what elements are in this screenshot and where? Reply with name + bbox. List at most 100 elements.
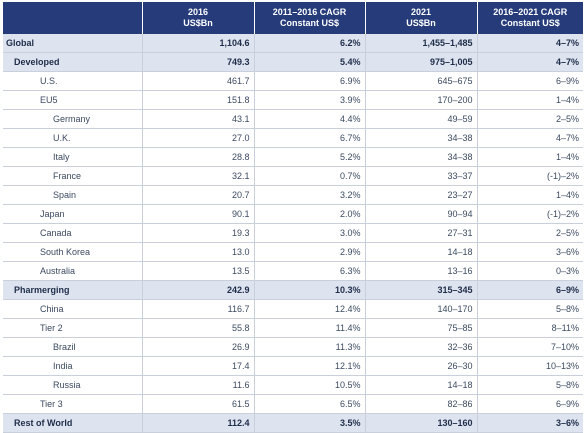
- cell-cagr-2011-2016: 6.3%: [254, 261, 366, 281]
- cell-cagr-2011-2016: 6.2%: [254, 34, 366, 53]
- cell-region: U.S.: [3, 71, 143, 91]
- cell-cagr-2011-2016: 5.2%: [254, 147, 366, 167]
- cell-cagr-2011-2016: 10.5%: [254, 375, 366, 395]
- cell-spend-2021: 75–85: [365, 318, 478, 338]
- header-line: 2021: [410, 7, 432, 17]
- table-row: Pharmerging 242.9 10.3% 315–345 6–9%: [3, 280, 583, 300]
- cell-spend-2016: 26.9: [142, 337, 255, 357]
- cell-cagr-2011-2016: 5.4%: [254, 52, 366, 72]
- cell-spend-2016: 17.4: [142, 356, 255, 376]
- cell-region: EU5: [3, 90, 143, 110]
- cell-cagr-2011-2016: 3.2%: [254, 185, 366, 205]
- cell-spend-2016: 1,104.6: [142, 34, 255, 53]
- table-row: Brazil 26.9 11.3% 32–36 7–10%: [3, 337, 583, 357]
- header-line: 2016: [187, 7, 209, 17]
- cell-cagr-2011-2016: 3.0%: [254, 223, 366, 243]
- cell-spend-2021: 140–170: [365, 299, 478, 319]
- table-row: Tier 2 55.8 11.4% 75–85 8–11%: [3, 318, 583, 338]
- cell-spend-2021: 90–94: [365, 204, 478, 224]
- cell-spend-2021: 34–38: [365, 147, 478, 167]
- cell-cagr-2011-2016: 6.5%: [254, 394, 366, 414]
- cell-cagr-2011-2016: 11.3%: [254, 337, 366, 357]
- cell-cagr-2016-2021: 5–8%: [477, 375, 583, 395]
- cell-region: Tier 2: [3, 318, 143, 338]
- cell-spend-2021: 315–345: [365, 280, 478, 300]
- table-row: Rest of World 112.4 3.5% 130–160 3–6%: [3, 413, 583, 433]
- table-row: U.S. 461.7 6.9% 645–675 6–9%: [3, 71, 583, 91]
- cell-cagr-2011-2016: 0.7%: [254, 166, 366, 186]
- cell-spend-2016: 43.1: [142, 109, 255, 129]
- cell-cagr-2011-2016: 2.0%: [254, 204, 366, 224]
- cell-spend-2021: 14–18: [365, 242, 478, 262]
- cell-spend-2021: 82–86: [365, 394, 478, 414]
- cell-spend-2016: 32.1: [142, 166, 255, 186]
- cell-spend-2016: 11.6: [142, 375, 255, 395]
- table-body: Global 1,104.6 6.2% 1,455–1,485 4–7% Develope…: [3, 34, 583, 433]
- cell-cagr-2016-2021: (-1)–2%: [477, 166, 583, 186]
- table-row: France 32.1 0.7% 33–37 (-1)–2%: [3, 166, 583, 186]
- cell-spend-2021: 14–18: [365, 375, 478, 395]
- cell-cagr-2016-2021: 6–9%: [477, 394, 583, 414]
- header-line: 2016–2021 CAGR: [493, 7, 568, 17]
- header-spend-2021: 2021 US$Bn: [365, 2, 478, 34]
- cell-region: France: [3, 166, 143, 186]
- cell-region: Italy: [3, 147, 143, 167]
- cell-cagr-2011-2016: 6.7%: [254, 128, 366, 148]
- cell-cagr-2016-2021: 2–5%: [477, 109, 583, 129]
- cell-spend-2016: 749.3: [142, 52, 255, 72]
- table-row: Russia 11.6 10.5% 14–18 5–8%: [3, 375, 583, 395]
- header-line: Constant US$: [500, 18, 560, 28]
- cell-cagr-2016-2021: 5–8%: [477, 299, 583, 319]
- cell-spend-2021: 34–38: [365, 128, 478, 148]
- cell-cagr-2016-2021: 1–4%: [477, 90, 583, 110]
- cell-cagr-2016-2021: 8–11%: [477, 318, 583, 338]
- cell-cagr-2011-2016: 3.5%: [254, 413, 366, 433]
- cell-cagr-2016-2021: 10–13%: [477, 356, 583, 376]
- table-row: Italy 28.8 5.2% 34–38 1–4%: [3, 147, 583, 167]
- cell-spend-2016: 461.7: [142, 71, 255, 91]
- cell-cagr-2011-2016: 3.9%: [254, 90, 366, 110]
- cell-spend-2021: 32–36: [365, 337, 478, 357]
- table-row: Germany 43.1 4.4% 49–59 2–5%: [3, 109, 583, 129]
- cell-spend-2016: 61.5: [142, 394, 255, 414]
- cell-cagr-2016-2021: 0–3%: [477, 261, 583, 281]
- cell-cagr-2011-2016: 11.4%: [254, 318, 366, 338]
- table-row: Developed 749.3 5.4% 975–1,005 4–7%: [3, 52, 583, 72]
- cell-spend-2021: 170–200: [365, 90, 478, 110]
- cell-spend-2021: 1,455–1,485: [365, 34, 478, 53]
- table-row: Global 1,104.6 6.2% 1,455–1,485 4–7%: [3, 34, 583, 53]
- cell-region: China: [3, 299, 143, 319]
- cell-spend-2021: 130–160: [365, 413, 478, 433]
- header-cagr-2011-2016: 2011–2016 CAGR Constant US$: [254, 2, 366, 34]
- cell-cagr-2011-2016: 4.4%: [254, 109, 366, 129]
- cell-region: Germany: [3, 109, 143, 129]
- table-row: Japan 90.1 2.0% 90–94 (-1)–2%: [3, 204, 583, 224]
- cell-spend-2016: 13.5: [142, 261, 255, 281]
- cell-region: Canada: [3, 223, 143, 243]
- table-row: Australia 13.5 6.3% 13–16 0–3%: [3, 261, 583, 281]
- cell-cagr-2011-2016: 2.9%: [254, 242, 366, 262]
- cell-region: U.K.: [3, 128, 143, 148]
- header-row: 2016 US$Bn 2011–2016 CAGR Constant US$ 2…: [3, 2, 583, 34]
- cell-spend-2021: 33–37: [365, 166, 478, 186]
- cell-spend-2021: 975–1,005: [365, 52, 478, 72]
- cell-spend-2016: 19.3: [142, 223, 255, 243]
- cell-cagr-2016-2021: 3–6%: [477, 413, 583, 433]
- cell-spend-2016: 242.9: [142, 280, 255, 300]
- cell-cagr-2016-2021: 4–7%: [477, 34, 583, 53]
- cell-region: South Korea: [3, 242, 143, 262]
- table-row: Spain 20.7 3.2% 23–27 1–4%: [3, 185, 583, 205]
- cell-cagr-2016-2021: 6–9%: [477, 280, 583, 300]
- cell-spend-2021: 645–675: [365, 71, 478, 91]
- cell-region: Developed: [3, 52, 143, 72]
- cell-cagr-2016-2021: 4–7%: [477, 52, 583, 72]
- cell-spend-2016: 151.8: [142, 90, 255, 110]
- cell-region: India: [3, 356, 143, 376]
- table-row: Canada 19.3 3.0% 27–31 2–5%: [3, 223, 583, 243]
- cell-spend-2021: 13–16: [365, 261, 478, 281]
- table-row: India 17.4 12.1% 26–30 10–13%: [3, 356, 583, 376]
- cell-spend-2016: 90.1: [142, 204, 255, 224]
- cell-cagr-2016-2021: (-1)–2%: [477, 204, 583, 224]
- cell-region: Pharmerging: [3, 280, 143, 300]
- header-line: 2011–2016 CAGR: [272, 7, 347, 17]
